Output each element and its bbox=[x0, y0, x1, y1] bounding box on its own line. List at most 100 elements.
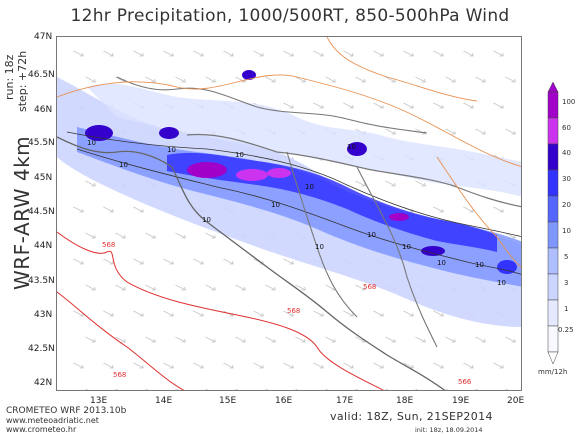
wind-arrow bbox=[193, 310, 204, 317]
border-line bbox=[356, 166, 438, 348]
wind-arrow bbox=[85, 76, 96, 83]
footer-org: CROMETEO WRF 2013.10b bbox=[6, 406, 127, 416]
legend-label-5: 5 bbox=[564, 253, 569, 261]
legend-label-20: 20 bbox=[562, 201, 571, 209]
footer-url-1[interactable]: www.meteoadriatic.net bbox=[6, 416, 99, 425]
legend-label-100: 100 bbox=[562, 98, 576, 106]
lat-label-46-5: 46.5N bbox=[28, 70, 55, 80]
wind-arrow bbox=[313, 310, 324, 317]
wind-arrow bbox=[145, 232, 156, 239]
wind-arrow bbox=[325, 336, 336, 343]
wind-arrow bbox=[223, 362, 234, 369]
legend-swatch bbox=[547, 117, 559, 145]
contour-label-10: 10 bbox=[87, 139, 96, 147]
wind-arrow bbox=[313, 102, 324, 109]
wind-arrow bbox=[175, 284, 186, 291]
legend-label-40: 40 bbox=[562, 149, 571, 157]
contour-label-568: 568 bbox=[287, 307, 300, 315]
lat-label-43: 43N bbox=[34, 310, 53, 320]
lon-label-15: 15E bbox=[219, 396, 237, 406]
map-canvas: 568 568 568 568 566 10 10 10 10 10 10 10… bbox=[57, 37, 521, 390]
legend-swatch bbox=[547, 325, 559, 353]
precip-contour-10 bbox=[66, 131, 521, 237]
wind-arrow bbox=[475, 76, 486, 83]
wind-arrow bbox=[283, 102, 294, 109]
legend-swatch bbox=[547, 221, 559, 249]
wind-arrow bbox=[115, 232, 126, 239]
contour-label-566: 566 bbox=[458, 378, 472, 386]
contour-label-568: 568 bbox=[102, 241, 115, 249]
legend-swatch bbox=[547, 91, 559, 119]
lat-label-46: 46N bbox=[34, 105, 53, 115]
legend-label-10: 10 bbox=[562, 227, 571, 235]
legend-swatch bbox=[547, 143, 559, 171]
lat-label-42: 42N bbox=[34, 378, 53, 388]
wind-arrow bbox=[115, 336, 126, 343]
wind-arrow bbox=[463, 362, 474, 369]
lat-label-44-5: 44.5N bbox=[28, 207, 55, 217]
precip-cell-heavy bbox=[497, 260, 517, 274]
legend-color-bar bbox=[547, 82, 559, 365]
wind-arrow bbox=[133, 310, 144, 317]
wind-arrow bbox=[403, 102, 414, 109]
wind-arrow bbox=[85, 284, 96, 291]
precip-legend bbox=[547, 82, 559, 365]
wind-arrow bbox=[235, 284, 246, 291]
contour-label-10: 10 bbox=[271, 201, 280, 209]
wind-arrow bbox=[253, 50, 264, 57]
contour-label-10: 10 bbox=[437, 259, 446, 267]
legend-arrow-bottom bbox=[547, 351, 559, 365]
wind-arrow bbox=[385, 180, 396, 187]
wind-arrow bbox=[373, 310, 384, 317]
wind-arrow bbox=[253, 362, 264, 369]
wind-arrow bbox=[313, 362, 324, 369]
lon-label-18: 18E bbox=[396, 396, 414, 406]
lon-label-20: 20E bbox=[507, 396, 525, 406]
wind-arrow bbox=[175, 336, 186, 343]
wind-arrow bbox=[205, 336, 216, 343]
footer-url-2[interactable]: www.crometeo.hr bbox=[6, 425, 77, 434]
wind-arrow bbox=[103, 362, 114, 369]
thickness-contour-568 bbox=[57, 231, 385, 390]
wind-arrow bbox=[475, 388, 479, 390]
wind-arrow bbox=[373, 362, 384, 369]
wind-arrow bbox=[133, 258, 144, 265]
contour-label-568: 568 bbox=[113, 371, 126, 379]
run-label: run: 18z bbox=[3, 54, 16, 100]
footer-credits: CROMETEO WRF 2013.10b www.meteoadriatic.… bbox=[6, 406, 127, 435]
wind-arrow bbox=[115, 76, 126, 83]
wind-arrow bbox=[115, 388, 119, 390]
contour-label-10: 10 bbox=[202, 216, 211, 224]
wind-arrow bbox=[235, 336, 246, 343]
thickness-contour-568 bbox=[57, 291, 185, 390]
wind-arrow bbox=[175, 232, 186, 239]
wind-arrow bbox=[295, 76, 306, 83]
wind-arrow bbox=[403, 310, 414, 317]
wind-arrow bbox=[295, 388, 299, 390]
precipitation-map[interactable]: 568 568 568 568 566 10 10 10 10 10 10 10… bbox=[56, 36, 522, 391]
wind-arrow bbox=[505, 76, 516, 83]
wind-arrow bbox=[493, 206, 504, 213]
contour-label-10: 10 bbox=[367, 231, 376, 239]
legend-label-30: 30 bbox=[562, 175, 571, 183]
wind-arrow bbox=[385, 336, 396, 343]
wind-arrow bbox=[475, 128, 486, 135]
lon-label-14: 14E bbox=[155, 396, 173, 406]
wind-arrow bbox=[85, 180, 96, 187]
wind-arrow bbox=[193, 50, 204, 57]
init-time: init: 18z, 18.09.2014 bbox=[415, 426, 483, 434]
wind-arrow bbox=[325, 76, 336, 83]
lon-label-13: 13E bbox=[90, 396, 108, 406]
wind-arrow bbox=[115, 284, 126, 291]
wind-arrow bbox=[445, 388, 449, 390]
wind-arrow bbox=[85, 388, 89, 390]
wind-arrow bbox=[445, 336, 456, 343]
wind-arrow bbox=[265, 388, 269, 390]
legend-swatch bbox=[547, 273, 559, 301]
precip-cell-extreme bbox=[389, 213, 409, 221]
wind-arrow bbox=[145, 76, 156, 83]
lon-label-17: 17E bbox=[336, 396, 354, 406]
wind-arrow bbox=[133, 362, 144, 369]
precip-contour-10 bbox=[76, 148, 521, 275]
wind-arrow bbox=[493, 50, 504, 57]
